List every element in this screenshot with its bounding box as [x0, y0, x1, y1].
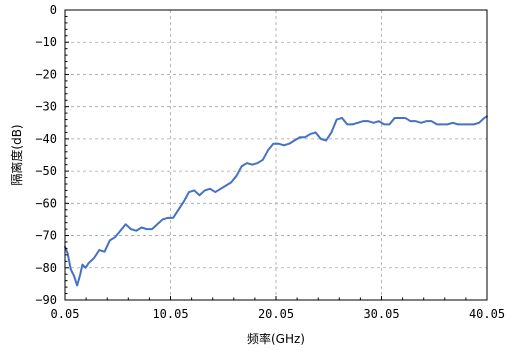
y-tick-label: −80 [35, 261, 57, 275]
y-axis-title: 隔离度(dB) [9, 124, 24, 185]
y-tick-label: −10 [35, 35, 57, 49]
series-line [64, 115, 488, 287]
y-tick-labels: 0 −10 −20 −30 −40 −50 −60 −70 −80 −90 [35, 3, 57, 307]
series-layer [64, 115, 488, 287]
tick-marks [64, 9, 488, 301]
x-axis-title: 频率(GHz) [247, 331, 305, 346]
y-tick-label: −30 [35, 100, 57, 114]
y-tick-label: −20 [35, 67, 57, 81]
y-tick-label: −90 [35, 293, 57, 307]
y-tick-label: −60 [35, 196, 57, 210]
x-tick-label: 10.05 [152, 307, 188, 321]
x-tick-label: 30.05 [363, 307, 399, 321]
y-tick-label: 0 [50, 3, 57, 17]
x-tick-label: 0.05 [51, 307, 80, 321]
x-tick-label: 40.05 [469, 307, 505, 321]
y-tick-label: −50 [35, 164, 57, 178]
y-tick-label: −40 [35, 132, 57, 146]
grid-lines [65, 10, 487, 300]
x-tick-label: 20.05 [258, 307, 294, 321]
x-tick-labels: 0.05 10.05 20.05 30.05 40.05 [51, 307, 506, 321]
y-tick-label: −70 [35, 229, 57, 243]
